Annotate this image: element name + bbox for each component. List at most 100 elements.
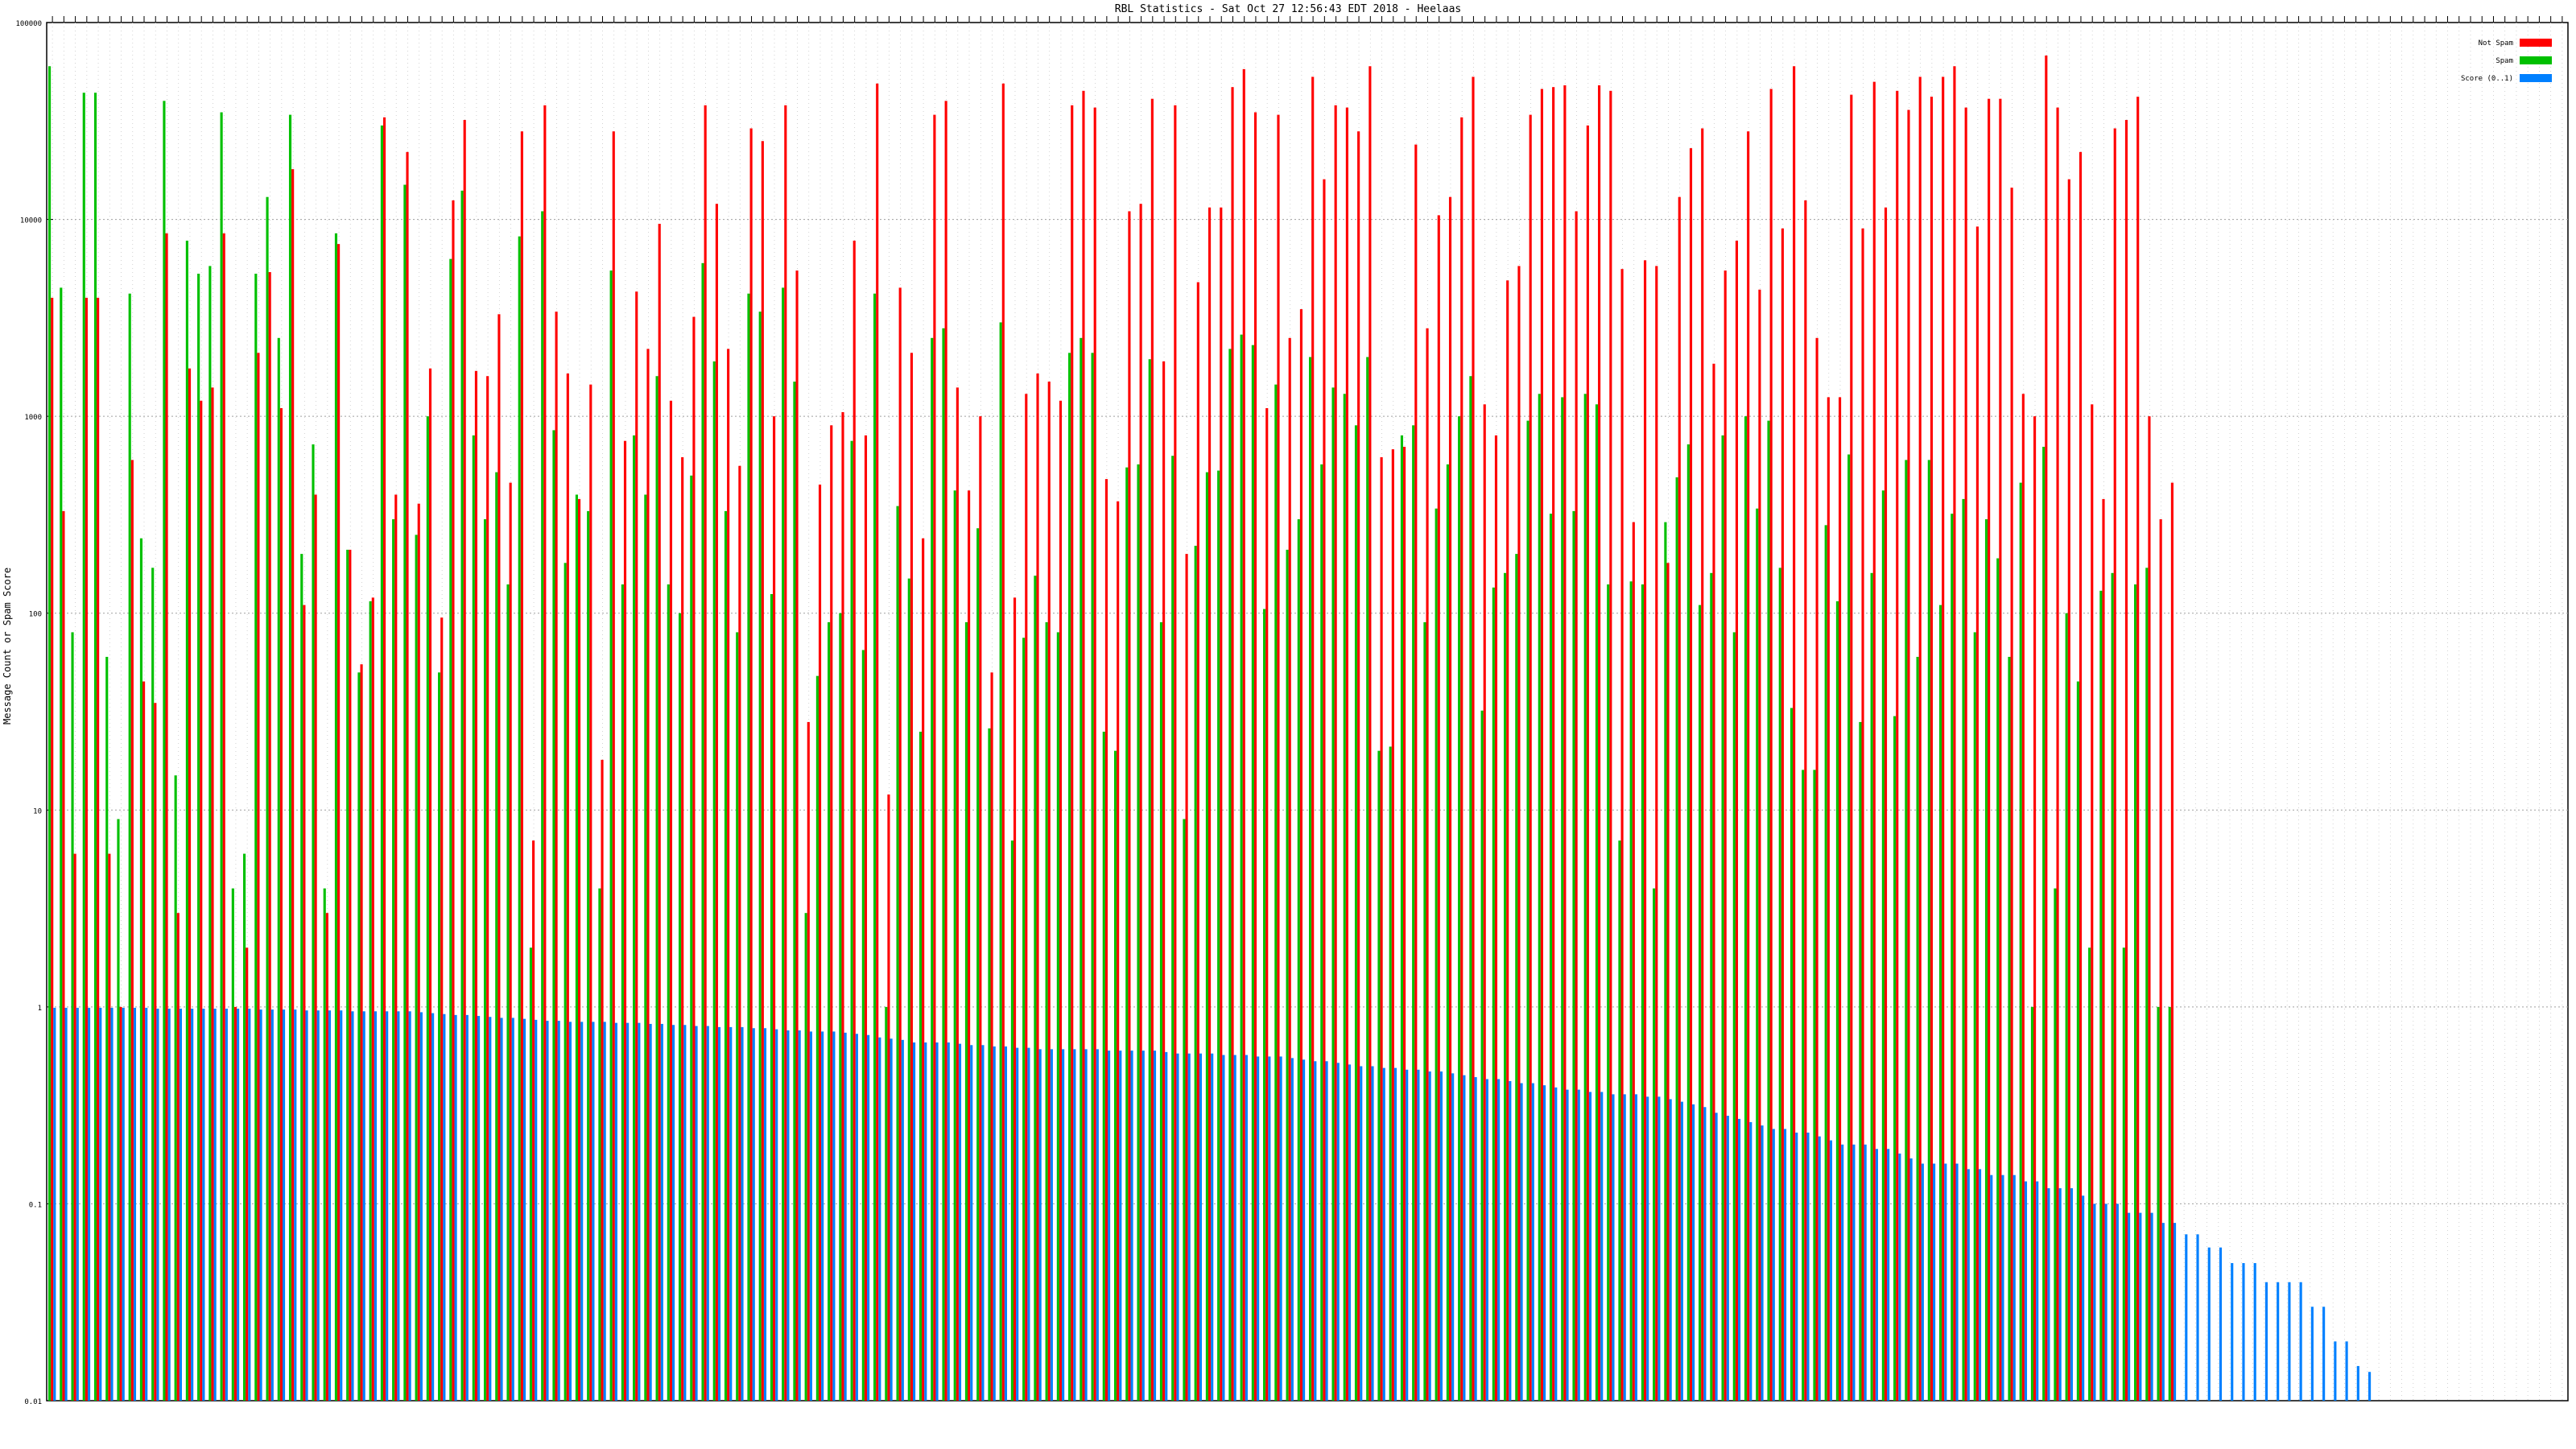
score-bar: [1520, 1083, 1523, 1401]
spam-bar: [1080, 337, 1083, 1401]
score-bar: [786, 1030, 790, 1401]
score-bar: [1222, 1055, 1225, 1401]
spam-bar: [1377, 750, 1381, 1401]
not-spam-bar: [1953, 66, 1956, 1402]
score-bar: [1887, 1149, 1890, 1401]
score-bar: [340, 1010, 343, 1401]
not-spam-bar: [1838, 397, 1842, 1402]
spam-bar: [1274, 384, 1278, 1401]
spam-bar: [1091, 353, 1094, 1402]
score-bar: [1772, 1129, 1775, 1401]
score-bar: [1990, 1174, 1993, 1401]
score-bar: [500, 1018, 503, 1401]
score-bar: [156, 1009, 159, 1401]
spam-bar: [575, 494, 578, 1402]
y-tick-label: 10: [33, 807, 42, 815]
not-spam-bar: [1082, 90, 1085, 1401]
not-spam-bar: [1288, 337, 1291, 1401]
score-bar: [1749, 1121, 1752, 1401]
spam-bar: [128, 293, 131, 1402]
spam-bar: [254, 274, 258, 1402]
score-bar: [809, 1031, 812, 1401]
score-bar: [1268, 1056, 1271, 1401]
score-bar: [1474, 1077, 1477, 1401]
not-spam-bar: [1975, 226, 1979, 1402]
spam-bar: [747, 293, 750, 1402]
score-bar: [1096, 1049, 1099, 1401]
spam-bar: [667, 584, 670, 1401]
score-bar: [855, 1034, 858, 1401]
score-bar: [1325, 1061, 1328, 1401]
not-spam-bar: [1013, 597, 1017, 1401]
not-spam-bar: [337, 244, 341, 1401]
not-spam-bar: [1804, 200, 1807, 1402]
spam-bar: [334, 233, 338, 1402]
spam-bar: [2168, 1006, 2171, 1401]
spam-bar: [1286, 549, 1289, 1401]
score-bar: [2253, 1263, 2256, 1401]
not-spam-bar: [990, 672, 993, 1401]
not-spam-bar: [1380, 456, 1383, 1401]
score-bar: [2310, 1307, 2314, 1401]
not-spam-bar: [1196, 282, 1199, 1401]
score-bar: [1314, 1061, 1317, 1401]
not-spam-bar: [428, 368, 432, 1402]
not-spam-bar: [1253, 112, 1257, 1401]
not-spam-bar: [1540, 89, 1543, 1402]
score-bar: [1439, 1071, 1443, 1401]
spam-bar: [1996, 558, 2000, 1402]
score-bar: [374, 1011, 378, 1401]
spam-bar: [2145, 568, 2149, 1402]
not-spam-bar: [2148, 416, 2151, 1402]
score-bar: [626, 1022, 630, 1401]
score-bar: [1738, 1118, 1741, 1401]
score-bar: [2264, 1282, 2268, 1401]
spam-bar: [357, 672, 361, 1401]
score-bar: [592, 1022, 595, 1401]
spam-bar: [633, 435, 636, 1402]
spam-bar: [415, 535, 418, 1401]
spam-bar: [47, 66, 52, 1402]
spam-bar: [243, 853, 246, 1401]
score-bar: [568, 1022, 572, 1401]
score-bar: [1657, 1096, 1661, 1401]
spam-bar: [1549, 514, 1553, 1402]
spam-bar: [403, 184, 407, 1402]
score-bar: [890, 1038, 893, 1401]
spam-bar: [1159, 621, 1163, 1401]
spam-bar: [896, 506, 899, 1401]
spam-bar: [1010, 840, 1013, 1401]
score-bar: [294, 1009, 297, 1401]
not-spam-bar: [1666, 563, 1670, 1401]
not-spam-bar: [1150, 98, 1154, 1401]
spam-bar: [1802, 770, 1805, 1401]
spam-bar: [1125, 467, 1129, 1401]
spam-bar: [1400, 435, 1404, 1402]
not-spam-bar: [532, 840, 535, 1401]
spam-bar: [1045, 621, 1048, 1401]
score-bar: [535, 1019, 538, 1401]
spam-bar: [82, 93, 85, 1401]
not-spam-bar: [1827, 397, 1830, 1402]
spam-bar: [1790, 708, 1794, 1401]
not-spam-bar: [1563, 85, 1567, 1402]
not-spam-bar: [658, 224, 661, 1402]
spam-bar: [1458, 416, 1461, 1402]
spam-bar: [1984, 519, 1988, 1401]
not-spam-bar: [1208, 207, 1212, 1402]
not-spam-bar: [97, 297, 100, 1401]
spam-bar: [2134, 584, 2137, 1401]
not-spam-bar: [130, 460, 134, 1402]
not-spam-bar: [119, 1006, 122, 1401]
not-spam-bar: [394, 494, 398, 1402]
spam-bar: [793, 382, 796, 1402]
score-bar: [1290, 1058, 1294, 1401]
score-bar: [1852, 1144, 1856, 1401]
score-bar: [603, 1022, 606, 1401]
not-spam-bar: [1368, 66, 1372, 1402]
score-bar: [1566, 1089, 1569, 1401]
score-bar: [1944, 1163, 1947, 1401]
score-bar: [2345, 1341, 2348, 1401]
y-tick-label: 100: [29, 611, 42, 619]
